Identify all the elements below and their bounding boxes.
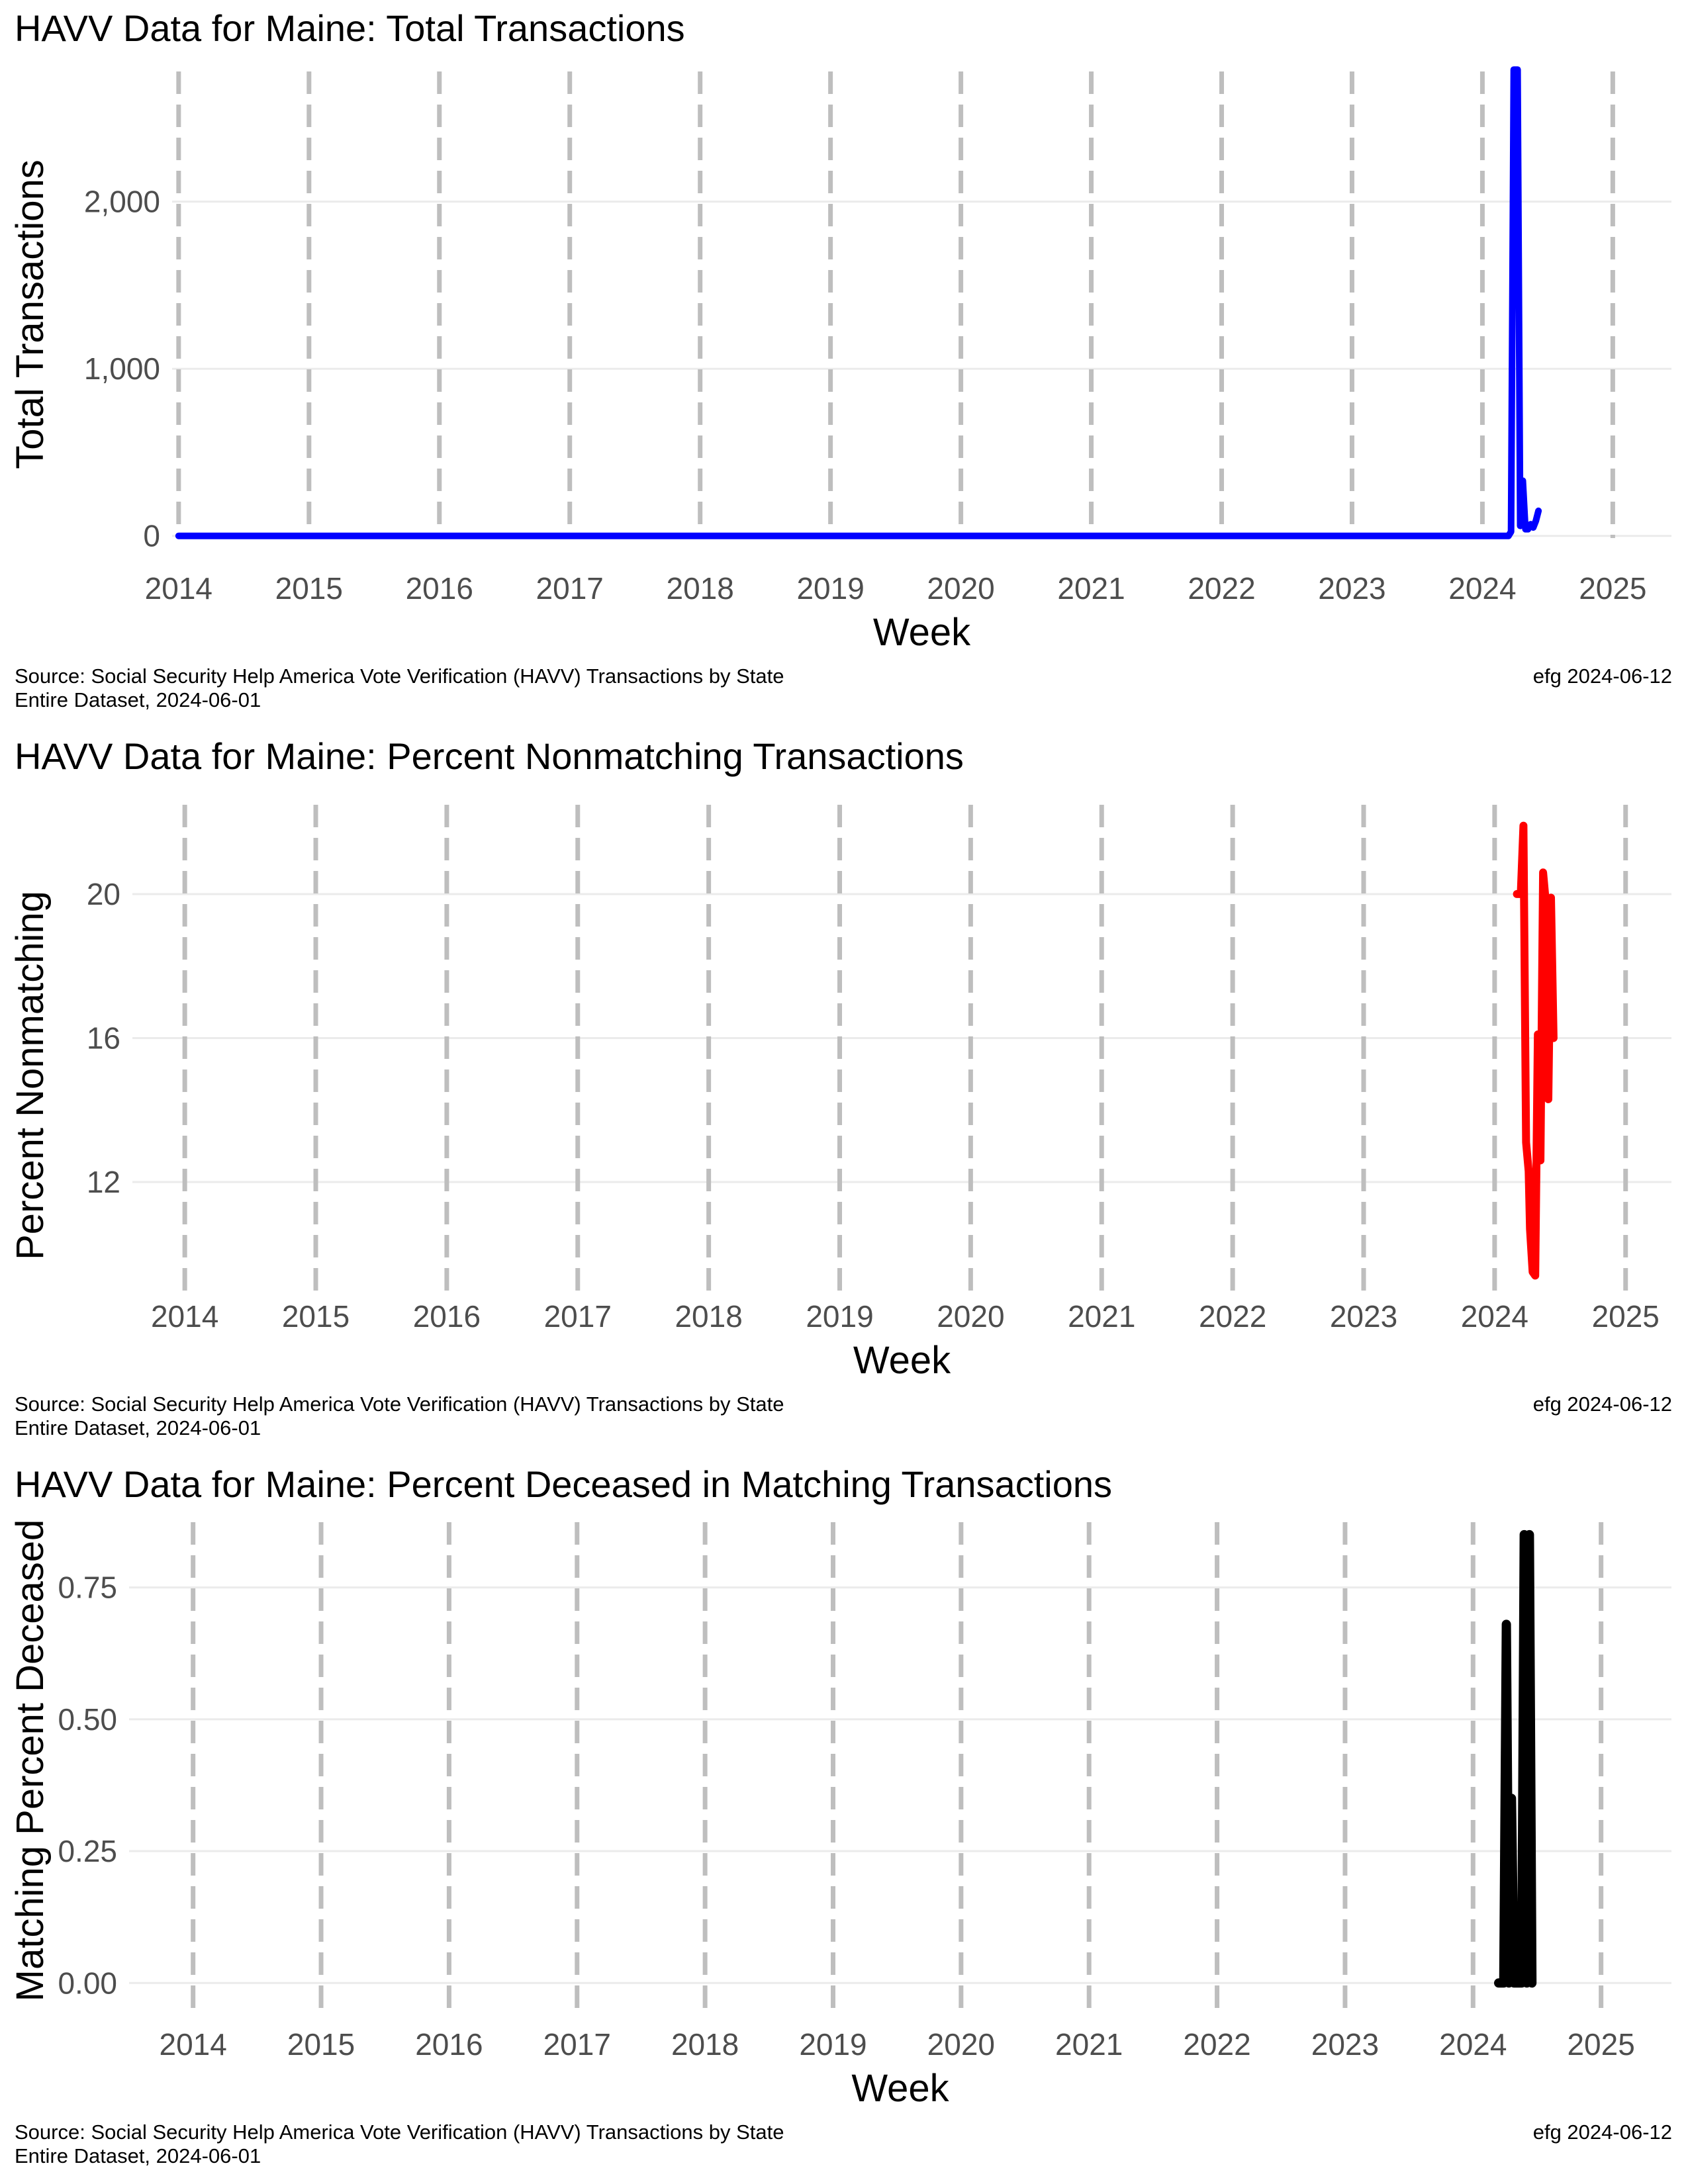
y-tick-label: 20	[87, 877, 120, 911]
data-series-line	[1494, 1529, 1537, 1988]
x-tick-label: 2014	[145, 571, 212, 606]
y-axis-label: Total Transactions	[9, 159, 52, 469]
credit-caption: efg 2024-06-12	[1533, 1392, 1672, 1416]
x-tick-label: 2018	[667, 571, 734, 606]
x-tick-label: 2023	[1330, 1299, 1397, 1334]
chart-panel-total-transactions: HAVV Data for Maine: Total Transactions 0…	[0, 0, 1688, 728]
chart-panel-percent-deceased: HAVV Data for Maine: Percent Deceased in…	[0, 1456, 1688, 2184]
x-tick-label: 2019	[799, 2027, 867, 2062]
data-series-line	[175, 66, 1542, 539]
y-tick-label: 2,000	[84, 185, 160, 219]
x-tick-label: 2016	[415, 2027, 483, 2062]
x-tick-label: 2018	[671, 2027, 739, 2062]
source-caption: Source: Social Security Help America Vot…	[15, 2120, 784, 2144]
y-axis-label: Percent Nonmatching	[9, 891, 52, 1260]
chart-panel-percent-nonmatching: HAVV Data for Maine: Percent Nonmatching…	[0, 728, 1688, 1456]
y-tick-label: 1,000	[84, 351, 160, 386]
x-tick-label: 2025	[1592, 1299, 1660, 1334]
credit-caption: efg 2024-06-12	[1533, 2120, 1672, 2144]
x-tick-label: 2016	[406, 571, 473, 606]
x-tick-label: 2023	[1318, 571, 1385, 606]
x-tick-label: 2021	[1055, 2027, 1123, 2062]
x-tick-label: 2016	[413, 1299, 481, 1334]
y-tick-label: 0.25	[58, 1834, 117, 1868]
y-tick-label: 0	[143, 519, 160, 553]
dataset-caption: Entire Dataset, 2024-06-01	[15, 2144, 261, 2167]
x-tick-label: 2014	[160, 2027, 227, 2062]
chart-svg: HAVV Data for Maine: Total Transactions 0…	[9, 7, 1672, 711]
x-tick-label: 2020	[937, 1299, 1004, 1334]
chart-title: HAVV Data for Maine: Percent Deceased in…	[15, 1463, 1112, 1505]
x-tick-label: 2024	[1448, 571, 1516, 606]
x-tick-label: 2020	[927, 571, 994, 606]
x-tick-label: 2022	[1183, 2027, 1250, 2062]
chart-svg: HAVV Data for Maine: Percent Nonmatching…	[9, 735, 1672, 1439]
x-tick-label: 2022	[1188, 571, 1255, 606]
x-axis-label: Week	[851, 2067, 949, 2110]
x-tick-label: 2014	[151, 1299, 218, 1334]
y-tick-label: 12	[87, 1165, 120, 1199]
x-tick-label: 2017	[536, 571, 604, 606]
x-tick-label: 2020	[927, 2027, 995, 2062]
x-tick-label: 2025	[1579, 571, 1646, 606]
credit-caption: efg 2024-06-12	[1533, 664, 1672, 688]
x-axis-label: Week	[873, 611, 971, 654]
x-tick-label: 2021	[1057, 571, 1125, 606]
x-tick-label: 2025	[1567, 2027, 1634, 2062]
chart-svg: HAVV Data for Maine: Percent Deceased in…	[9, 1463, 1672, 2167]
y-tick-label: 0.75	[58, 1570, 117, 1605]
y-tick-label: 16	[87, 1021, 120, 1055]
dataset-caption: Entire Dataset, 2024-06-01	[15, 1416, 261, 1439]
x-tick-label: 2015	[282, 1299, 350, 1334]
chart-title: HAVV Data for Maine: Total Transactions	[15, 7, 685, 49]
x-tick-label: 2018	[675, 1299, 742, 1334]
x-tick-label: 2017	[543, 2027, 611, 2062]
source-caption: Source: Social Security Help America Vot…	[15, 1392, 784, 1416]
source-caption: Source: Social Security Help America Vot…	[15, 664, 784, 688]
x-axis-label: Week	[853, 1339, 951, 1382]
x-tick-label: 2019	[796, 571, 864, 606]
x-tick-label: 2019	[806, 1299, 873, 1334]
x-tick-label: 2024	[1461, 1299, 1528, 1334]
x-tick-label: 2017	[544, 1299, 612, 1334]
y-axis-label: Matching Percent Deceased	[9, 1520, 52, 2002]
x-tick-label: 2024	[1439, 2027, 1507, 2062]
x-tick-label: 2023	[1311, 2027, 1379, 2062]
y-tick-label: 0.50	[58, 1702, 117, 1737]
chart-title: HAVV Data for Maine: Percent Nonmatching…	[15, 735, 964, 777]
x-tick-label: 2022	[1199, 1299, 1266, 1334]
x-tick-label: 2015	[287, 2027, 355, 2062]
x-tick-label: 2021	[1068, 1299, 1135, 1334]
y-tick-label: 0.00	[58, 1966, 117, 2000]
data-series-line	[1513, 821, 1558, 1280]
dataset-caption: Entire Dataset, 2024-06-01	[15, 688, 261, 711]
x-tick-label: 2015	[275, 571, 343, 606]
